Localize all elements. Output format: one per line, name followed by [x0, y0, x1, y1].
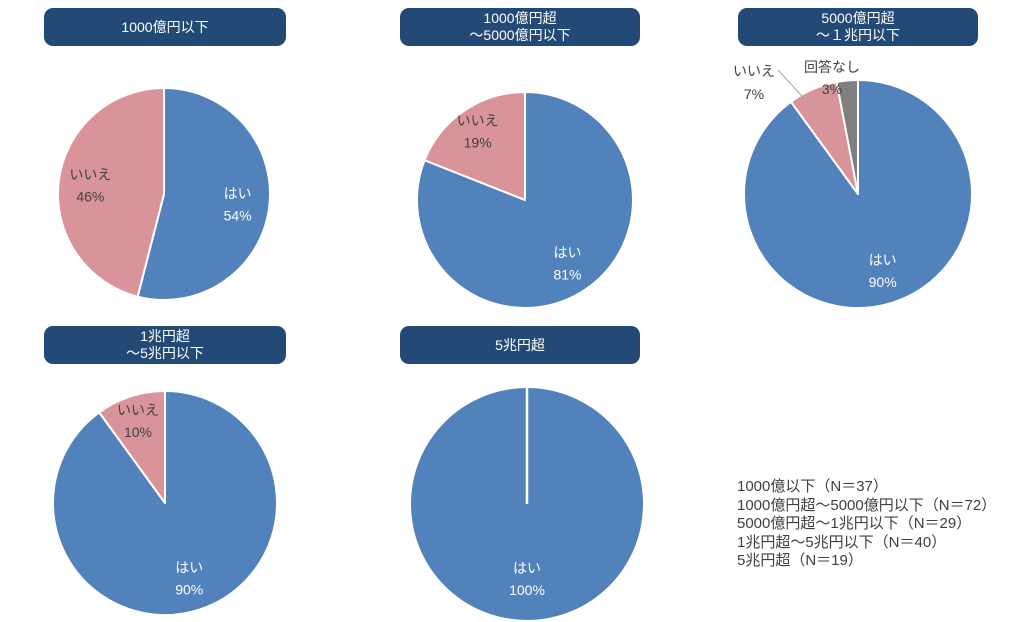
pie-chart-1cho-to-5cho: 1兆円超 ～5兆円以下 はい 90% いいえ 10%: [30, 326, 330, 622]
chart-4-title: 1兆円超 ～5兆円以下: [44, 326, 286, 364]
pie-2: はい 81% いいえ 19%: [416, 91, 634, 309]
chart-3-title: 5000億円超 ～１兆円以下: [738, 8, 978, 46]
pie-slice: [835, 79, 859, 195]
slice-label: はい 81%: [553, 245, 581, 283]
slice-label: いいえ 10%: [117, 402, 159, 440]
chart-5-title: 5兆円超: [400, 326, 640, 364]
pie-slice: [57, 87, 165, 298]
sample-size-note: 1000億以下（N＝37） 1000億円超～5000億円以下（N＝72） 500…: [737, 478, 996, 571]
slice-label: いいえ 46%: [69, 167, 111, 205]
slice-label: いいえ 19%: [457, 112, 499, 150]
pie-1: はい 54% いいえ 46%: [57, 87, 271, 301]
pie-slice: [136, 87, 271, 301]
chart-1-title: 1000億円以下: [44, 8, 286, 46]
pie-slice: [743, 79, 973, 309]
label-leader-line: [777, 69, 813, 108]
pie-5: はい 100%: [411, 388, 643, 620]
pie-slice: [423, 91, 526, 201]
slice-label: はい 90%: [175, 560, 203, 598]
pie-chart-1000oku-to-5000oku: 1000億円超 ～5000億円以下 はい 81% いいえ 19%: [390, 8, 690, 320]
pie-chart-under-1000oku: 1000億円以下 はい 54% いいえ 46%: [30, 8, 330, 320]
note-line: 1000億円超～5000億円以下（N＝72）: [737, 496, 997, 514]
slice-label: はい 90%: [869, 252, 897, 290]
slice-label: はい 100%: [509, 560, 545, 598]
pie-3: はい 90% いいえ 7% 回答なし 3%: [733, 59, 973, 309]
note-line: 5兆円超（N＝19）: [737, 552, 863, 570]
pie-chart-over-5cho: 5兆円超 はい 100%: [390, 326, 690, 622]
note-line: 1兆円超～5兆円以下（N＝40）: [737, 533, 947, 551]
pie-slice: [98, 390, 166, 504]
chart-2-title: 1000億円超 ～5000億円以下: [400, 8, 640, 46]
slice-label: はい 54%: [224, 185, 252, 223]
slice-label: 回答なし 3%: [804, 59, 860, 97]
pie-chart-5000oku-to-1cho: 5000億円超 ～１兆円以下 はい 90% いいえ 7% 回答なし 3%: [730, 8, 1023, 320]
pie-4: はい 90% いいえ 10%: [52, 390, 278, 616]
note-line: 1000億以下（N＝37）: [737, 478, 888, 495]
slice-label: いいえ 7%: [733, 63, 775, 102]
note-line: 5000億円超～1兆円以下（N＝29）: [737, 515, 972, 533]
